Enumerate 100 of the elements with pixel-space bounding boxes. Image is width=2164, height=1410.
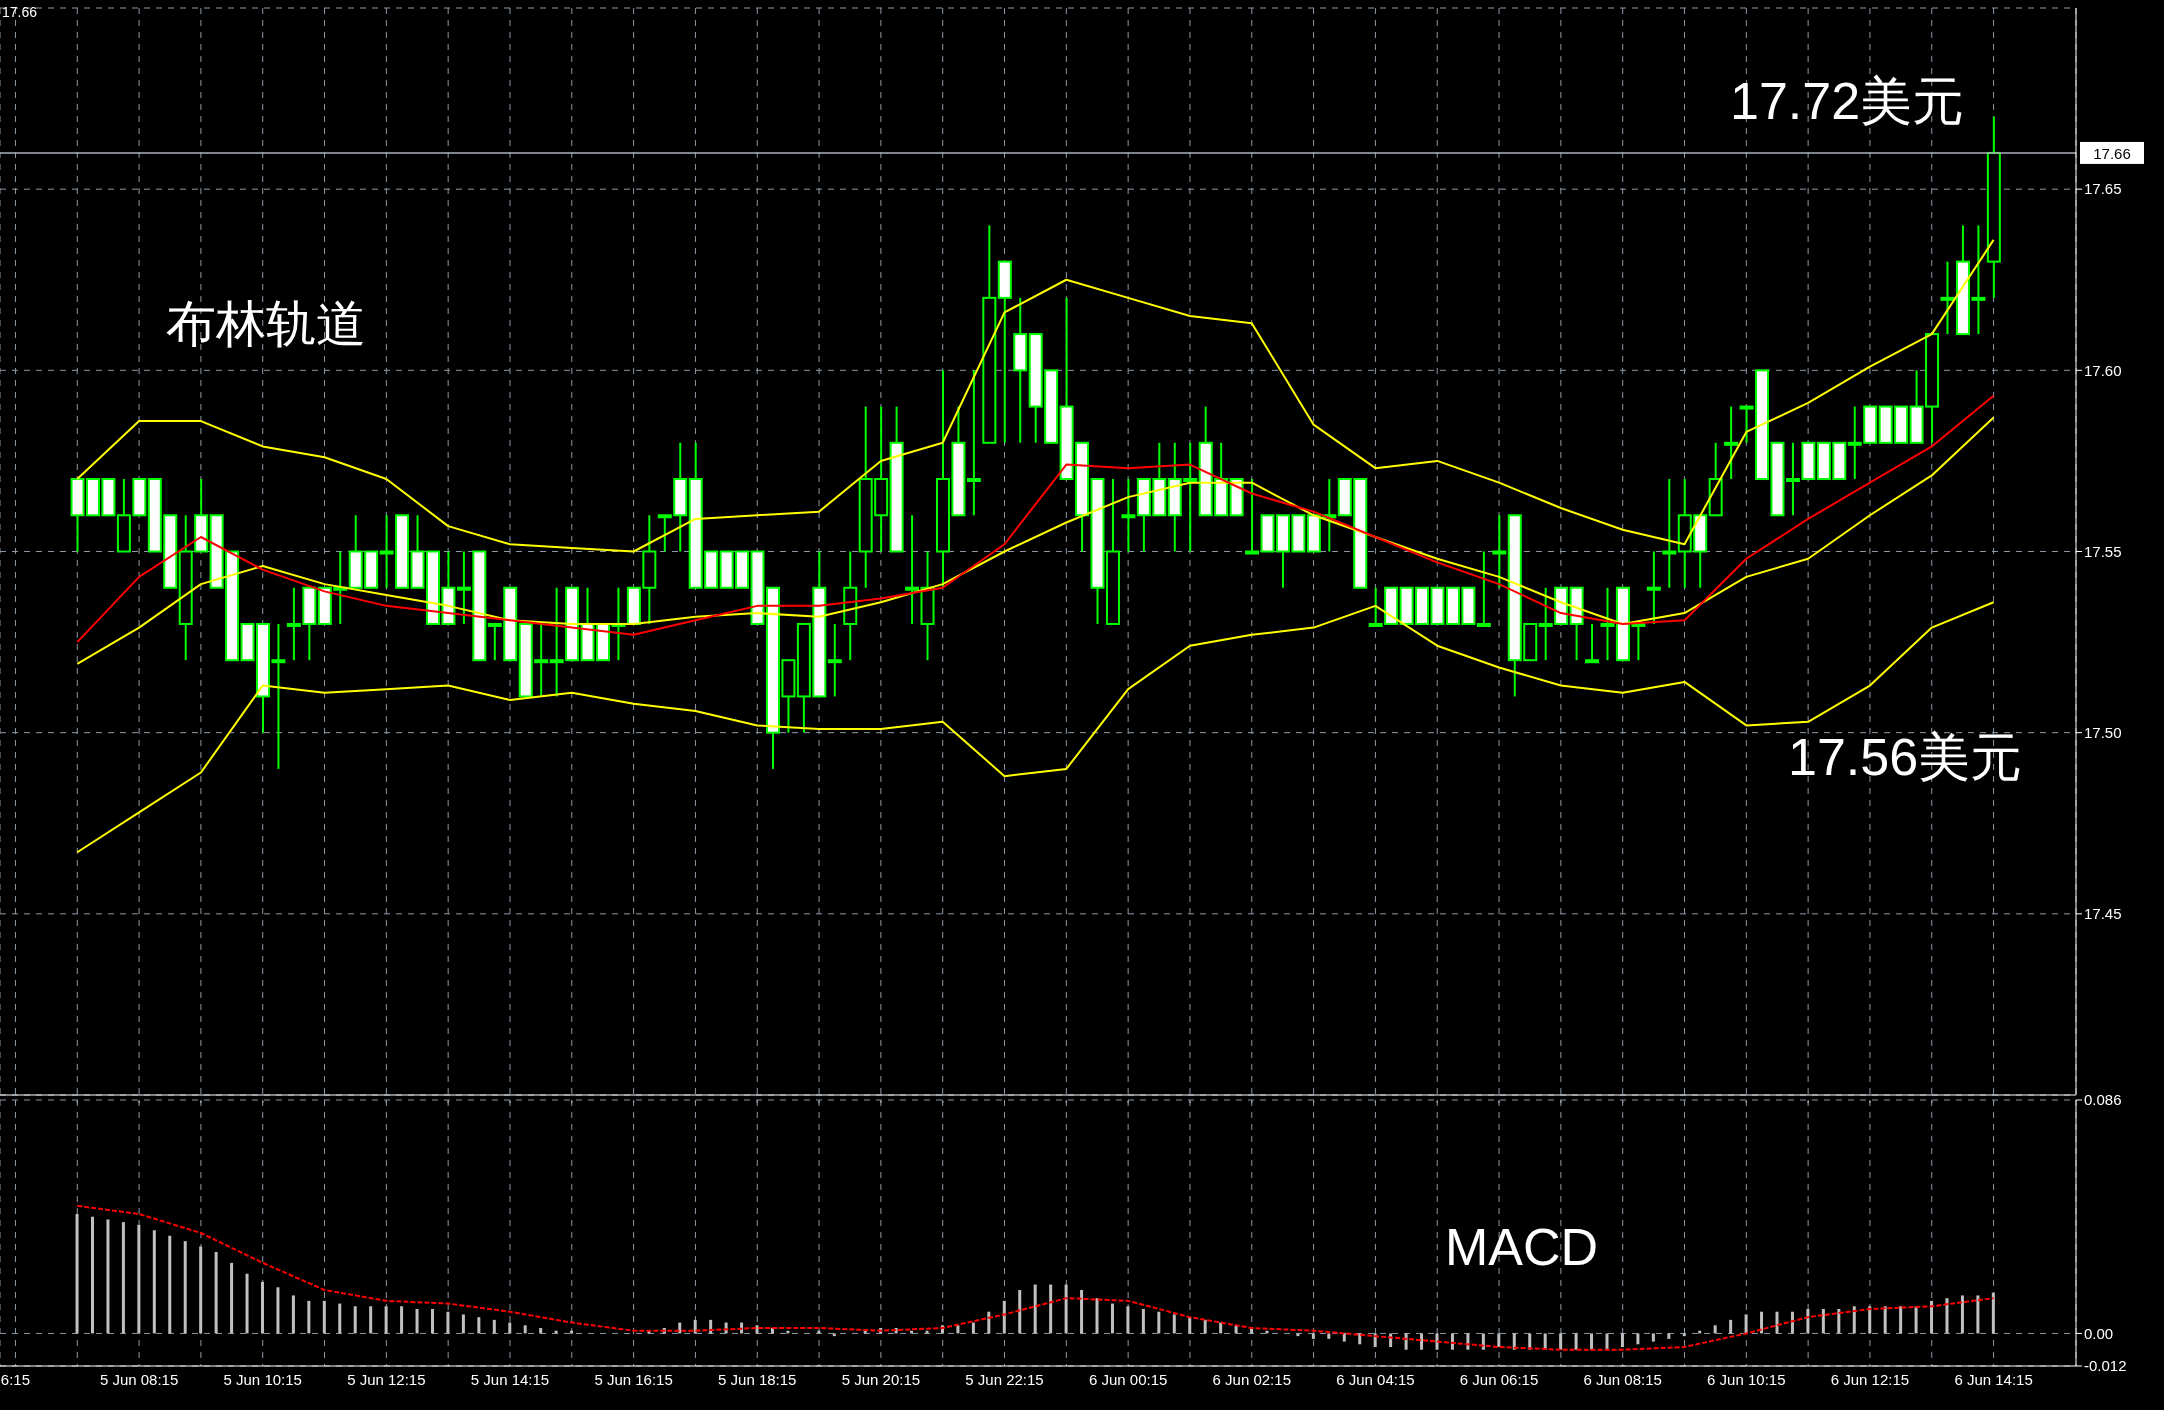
bar: [1203, 1319, 1207, 1334]
bar: [1883, 1306, 1887, 1334]
bar: [369, 1306, 373, 1334]
annotation: 17.72美元: [1730, 72, 1965, 132]
bar: [1126, 1306, 1130, 1334]
bar: [539, 1328, 543, 1334]
bar: [168, 1235, 172, 1334]
bar: [1141, 1309, 1145, 1334]
bar: [106, 1219, 110, 1334]
bar: [214, 1252, 218, 1334]
candlestick: [1492, 514, 1507, 589]
bar: [260, 1281, 264, 1334]
bar: [137, 1224, 141, 1334]
bar: [1311, 1333, 1315, 1339]
x-tick-label: 6 Jun 02:15: [1212, 1370, 1291, 1388]
bar: [1095, 1298, 1099, 1334]
bar: [1914, 1306, 1918, 1334]
bar: [1327, 1333, 1331, 1339]
candlestick: [1646, 550, 1661, 625]
bar: [492, 1319, 496, 1334]
bar: [1172, 1314, 1176, 1334]
annotation: 17.56美元: [1788, 728, 2023, 788]
bar: [1420, 1333, 1424, 1350]
bar: [1806, 1309, 1810, 1334]
bar: [1744, 1314, 1748, 1334]
x-tick-label: 6 Jun 04:15: [1336, 1370, 1415, 1388]
x-tick-label: 6 Jun 14:15: [1954, 1370, 2033, 1388]
bar: [1976, 1295, 1980, 1334]
bar: [1899, 1306, 1903, 1334]
bar: [1033, 1284, 1037, 1334]
bar: [1930, 1300, 1934, 1334]
y-tick-label: 0.00: [2084, 1324, 2114, 1342]
candlestick: [1121, 478, 1136, 553]
bar: [1157, 1311, 1161, 1334]
bar: [1868, 1306, 1872, 1334]
bar: [987, 1311, 991, 1334]
bar: [523, 1325, 527, 1334]
ref-line-label: 17.66: [2093, 144, 2131, 162]
bar: [245, 1273, 249, 1334]
bar: [1852, 1306, 1856, 1334]
bar: [1960, 1295, 1964, 1334]
bar: [1713, 1325, 1717, 1334]
candlestick: [827, 622, 842, 698]
bar: [322, 1300, 326, 1334]
line-series: [76, 1204, 1995, 1351]
bar: [1620, 1333, 1624, 1347]
bar: [1775, 1311, 1779, 1334]
candlestick: [1245, 478, 1260, 555]
x-tick-label: 6:15: [0, 1370, 31, 1388]
bar: [755, 1325, 759, 1334]
bar: [1080, 1290, 1084, 1334]
bar: [415, 1309, 419, 1334]
x-tick-label: 6 Jun 10:15: [1707, 1370, 1786, 1388]
bar: [152, 1230, 156, 1334]
bar: [1049, 1284, 1053, 1334]
annotation: 布林轨道: [166, 296, 366, 354]
candlestick: [966, 369, 981, 517]
x-tick-label: 5 Jun 20:15: [841, 1370, 921, 1388]
x-tick-label: 5 Jun 08:15: [99, 1370, 179, 1388]
candlestick: [905, 514, 920, 625]
y-tick-label: 0.086: [2084, 1091, 2122, 1109]
bar: [230, 1262, 234, 1334]
bar: [183, 1241, 187, 1334]
x-tick-label: 6 Jun 00:15: [1088, 1370, 1168, 1388]
bar: [461, 1314, 465, 1334]
y-tick-label: 17.65: [2084, 180, 2122, 198]
x-tick-label: 6 Jun 12:15: [1830, 1370, 1910, 1388]
bar: [199, 1246, 203, 1334]
x-tick-label: 5 Jun 22:15: [965, 1370, 1044, 1388]
line-series: [76, 416, 1995, 665]
bar: [1636, 1333, 1640, 1345]
x-tick-label: 6 Jun 08:15: [1583, 1370, 1662, 1388]
x-tick-label: 6 Jun 06:15: [1459, 1370, 1539, 1388]
bar: [1945, 1298, 1949, 1334]
bar: [1435, 1333, 1439, 1350]
candlestick: [1662, 478, 1677, 589]
bar: [1064, 1284, 1068, 1334]
annotation: MACD: [1445, 1218, 1599, 1278]
annotation: 17.66: [2, 4, 38, 21]
bar: [1296, 1333, 1300, 1337]
bar: [1651, 1333, 1655, 1342]
candlestick: [1724, 405, 1739, 481]
bar: [1821, 1309, 1825, 1334]
bar: [384, 1306, 388, 1334]
bar: [1018, 1290, 1022, 1334]
bar: [446, 1311, 450, 1334]
bar: [1481, 1333, 1485, 1350]
x-tick-label: 5 Jun 14:15: [470, 1370, 550, 1388]
bar: [971, 1322, 975, 1334]
bar: [1590, 1333, 1594, 1350]
y-tick-label: 17.55: [2084, 542, 2122, 560]
y-tick-label: 17.50: [2084, 723, 2122, 741]
bar: [477, 1317, 481, 1334]
bar: [1002, 1300, 1006, 1334]
bar: [1497, 1333, 1501, 1347]
x-tick-label: 5 Jun 12:15: [347, 1370, 426, 1388]
line-series: [76, 394, 1995, 644]
bar: [1605, 1333, 1609, 1350]
bar: [1559, 1333, 1563, 1350]
bar: [307, 1300, 311, 1334]
